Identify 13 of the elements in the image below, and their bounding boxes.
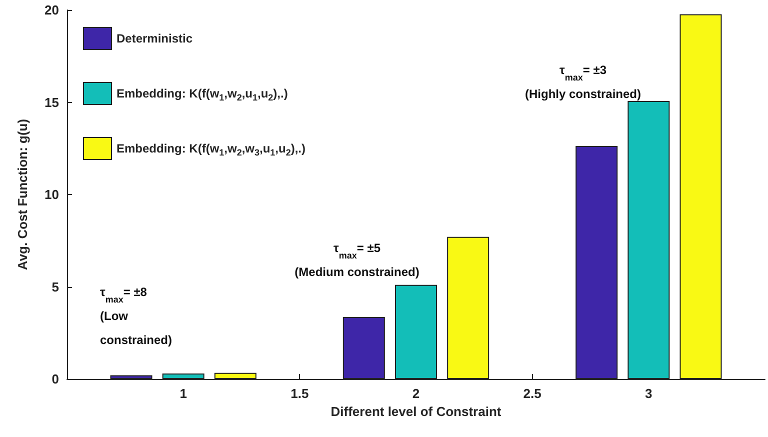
x-axis-title: Different level of Constraint	[330, 404, 502, 419]
x-tick-label: 3	[645, 386, 652, 401]
legend-label: Deterministic	[116, 32, 193, 46]
x-tick-label: 2.5	[523, 386, 542, 401]
x-tick-label: 1.5	[290, 386, 309, 401]
y-tick-label: 0	[52, 372, 59, 386]
y-tick-label: 15	[44, 94, 59, 110]
y-tick-label: 20	[44, 2, 59, 18]
y-tick-label: 5	[52, 279, 59, 294]
y-tick-label: 10	[44, 187, 59, 202]
x-tick-label: 2	[412, 386, 420, 401]
y-axis-title: Avg. Cost Function: g(u)	[15, 118, 30, 270]
x-tick-label: 1	[180, 386, 187, 401]
